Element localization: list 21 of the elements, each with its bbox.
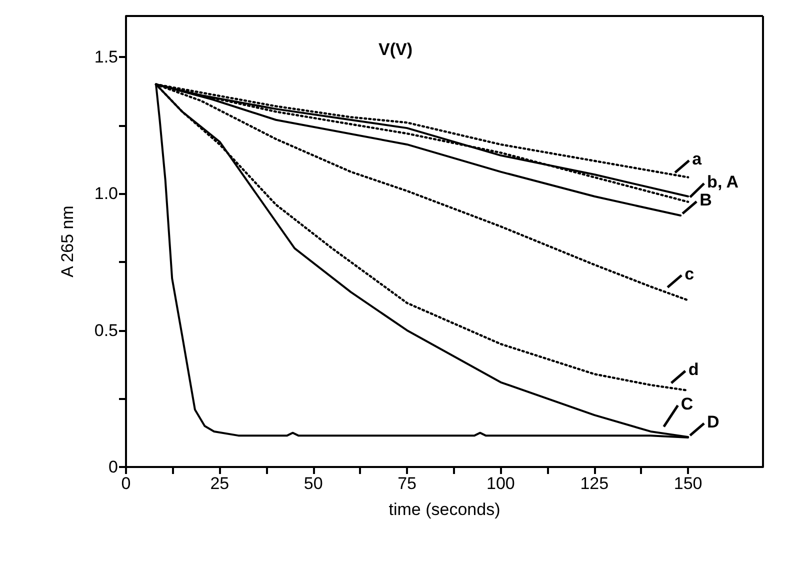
x-tick-label: 50 [304, 474, 323, 493]
x-tick-label: 0 [121, 474, 131, 493]
y-tick-label: 1.0 [94, 184, 118, 204]
annotation: B [700, 190, 712, 210]
y-tick-label: 0.5 [94, 320, 118, 340]
y-axis-title: A 265 nm [58, 206, 77, 278]
annotation: C [680, 394, 694, 414]
x-axis-title: time (seconds) [388, 500, 500, 519]
x-tick-label: 150 [674, 474, 702, 493]
x-tick-label: 75 [398, 474, 416, 493]
annotation: a [692, 150, 702, 169]
y-tick-label: 1.5 [94, 48, 118, 66]
x-tick-label: 100 [486, 474, 515, 493]
text: V(V) [378, 40, 412, 59]
annotation: b, A [707, 172, 739, 192]
x-tick-label: 125 [580, 474, 609, 493]
y-tick-label: 0 [108, 458, 118, 476]
annotation: d [688, 360, 699, 379]
x-tick-label: 25 [210, 474, 230, 493]
annotation: D [707, 412, 720, 432]
annotation: c [684, 264, 694, 284]
